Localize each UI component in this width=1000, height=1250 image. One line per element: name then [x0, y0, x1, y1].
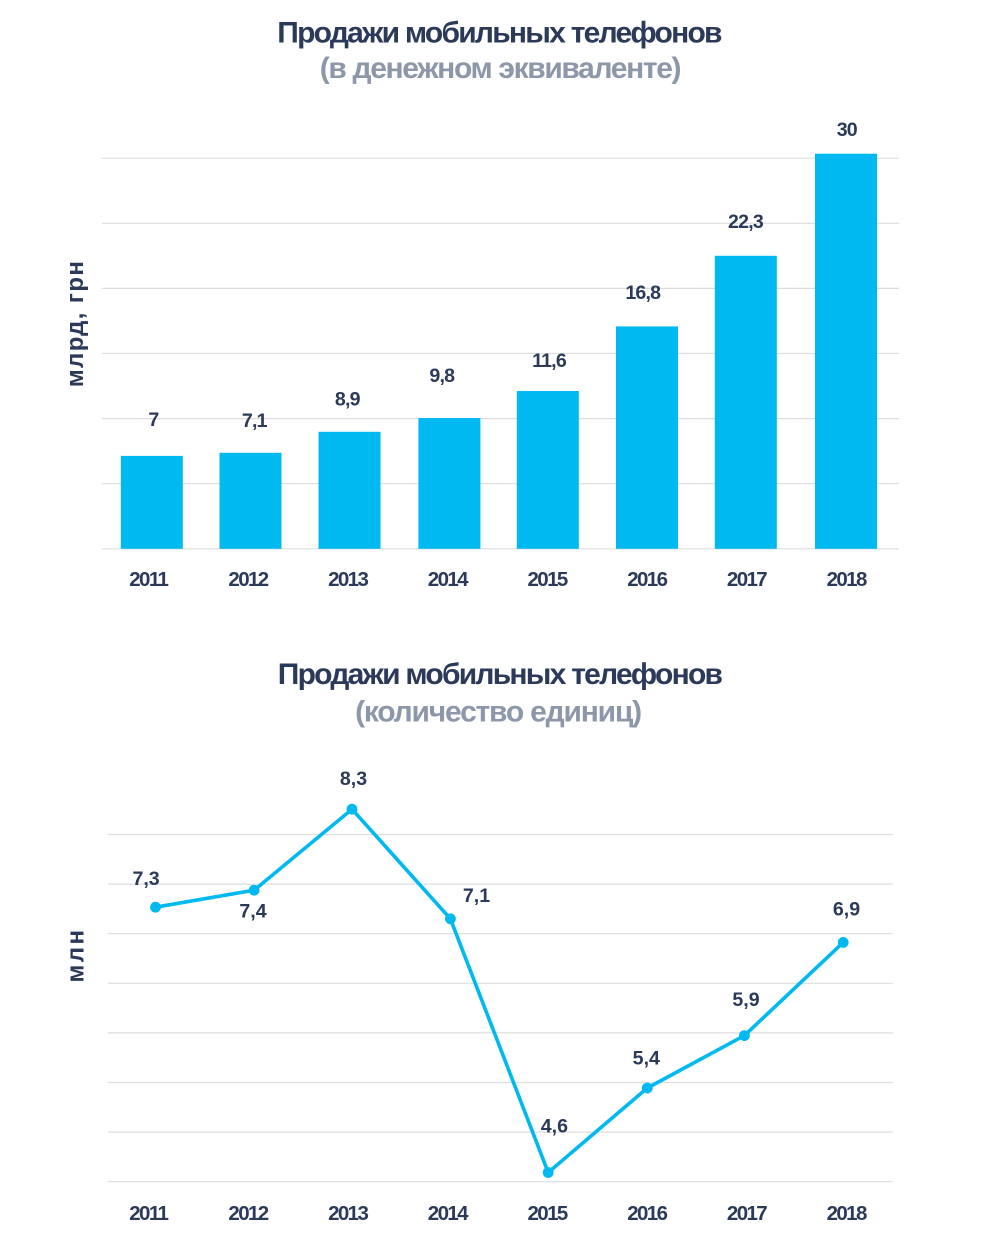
- svg-text:2014: 2014: [428, 568, 469, 591]
- svg-text:2017: 2017: [727, 568, 767, 591]
- svg-text:8,3: 8,3: [340, 768, 367, 790]
- svg-text:2018: 2018: [827, 1202, 867, 1225]
- svg-text:Продажи мобильных телефонов: Продажи мобильных телефонов: [278, 658, 723, 691]
- svg-text:6,9: 6,9: [833, 899, 860, 921]
- svg-text:2013: 2013: [328, 568, 368, 591]
- svg-text:Продажи мобильных телефонов: Продажи мобильных телефонов: [277, 16, 722, 49]
- svg-text:16,8: 16,8: [625, 282, 661, 304]
- svg-text:2017: 2017: [727, 1202, 767, 1225]
- svg-text:2014: 2014: [428, 1202, 469, 1225]
- svg-text:9,8: 9,8: [429, 365, 455, 387]
- svg-text:8,9: 8,9: [335, 389, 361, 411]
- svg-text:2011: 2011: [129, 1202, 168, 1225]
- svg-text:4,6: 4,6: [541, 1116, 568, 1138]
- svg-text:2015: 2015: [527, 1202, 567, 1225]
- svg-text:(в денежном эквиваленте): (в денежном эквиваленте): [320, 52, 681, 85]
- svg-text:5,9: 5,9: [732, 989, 759, 1011]
- svg-text:млрд, грн: млрд, грн: [62, 260, 89, 387]
- svg-text:7: 7: [148, 409, 159, 431]
- svg-text:30: 30: [837, 119, 858, 141]
- svg-text:2012: 2012: [228, 1202, 268, 1225]
- svg-text:2016: 2016: [627, 568, 667, 591]
- svg-text:11,6: 11,6: [532, 350, 567, 372]
- svg-text:2012: 2012: [228, 568, 268, 591]
- svg-text:7,4: 7,4: [239, 901, 266, 923]
- svg-text:2018: 2018: [827, 568, 867, 591]
- svg-text:7,1: 7,1: [242, 410, 268, 432]
- svg-text:(количество единиц): (количество единиц): [355, 695, 641, 728]
- svg-text:2016: 2016: [627, 1202, 667, 1225]
- svg-text:2011: 2011: [129, 568, 168, 591]
- svg-text:7,1: 7,1: [463, 885, 490, 907]
- svg-text:2015: 2015: [527, 568, 567, 591]
- svg-text:млн: млн: [63, 928, 90, 983]
- svg-text:7,3: 7,3: [132, 868, 159, 890]
- svg-text:22,3: 22,3: [728, 211, 764, 233]
- svg-text:2013: 2013: [328, 1202, 368, 1225]
- svg-text:5,4: 5,4: [633, 1048, 660, 1070]
